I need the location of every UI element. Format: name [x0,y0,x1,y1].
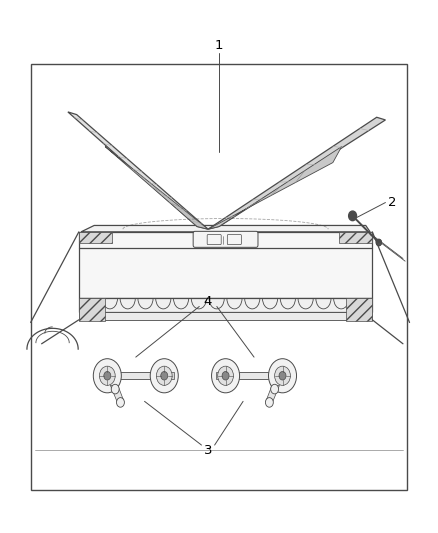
Text: 3: 3 [204,444,212,457]
Circle shape [161,372,168,380]
Text: 4: 4 [204,295,212,308]
Polygon shape [79,298,105,321]
Circle shape [117,398,124,407]
Polygon shape [339,232,372,243]
Polygon shape [266,385,279,401]
Circle shape [279,372,286,380]
Polygon shape [208,117,385,229]
Circle shape [349,211,357,221]
Text: 1: 1 [215,39,223,52]
Circle shape [271,384,279,394]
Text: 2: 2 [388,196,396,209]
Circle shape [111,384,119,394]
Polygon shape [79,298,372,312]
Polygon shape [107,372,164,379]
Polygon shape [68,112,208,229]
Polygon shape [79,232,112,243]
FancyBboxPatch shape [193,231,258,247]
Circle shape [212,359,240,393]
Circle shape [218,366,233,385]
Polygon shape [79,312,372,320]
Polygon shape [164,372,174,379]
Circle shape [93,359,121,393]
Polygon shape [105,147,208,229]
Polygon shape [226,372,283,379]
Circle shape [265,398,273,407]
Polygon shape [346,298,372,321]
Circle shape [156,366,172,385]
Circle shape [99,366,115,385]
Polygon shape [110,385,124,401]
Circle shape [222,372,229,380]
Circle shape [275,366,290,385]
Circle shape [150,359,178,393]
Polygon shape [216,372,226,379]
Polygon shape [79,232,372,298]
Polygon shape [208,147,342,229]
Circle shape [376,239,381,246]
Circle shape [104,372,111,380]
Polygon shape [81,225,370,232]
Circle shape [268,359,297,393]
